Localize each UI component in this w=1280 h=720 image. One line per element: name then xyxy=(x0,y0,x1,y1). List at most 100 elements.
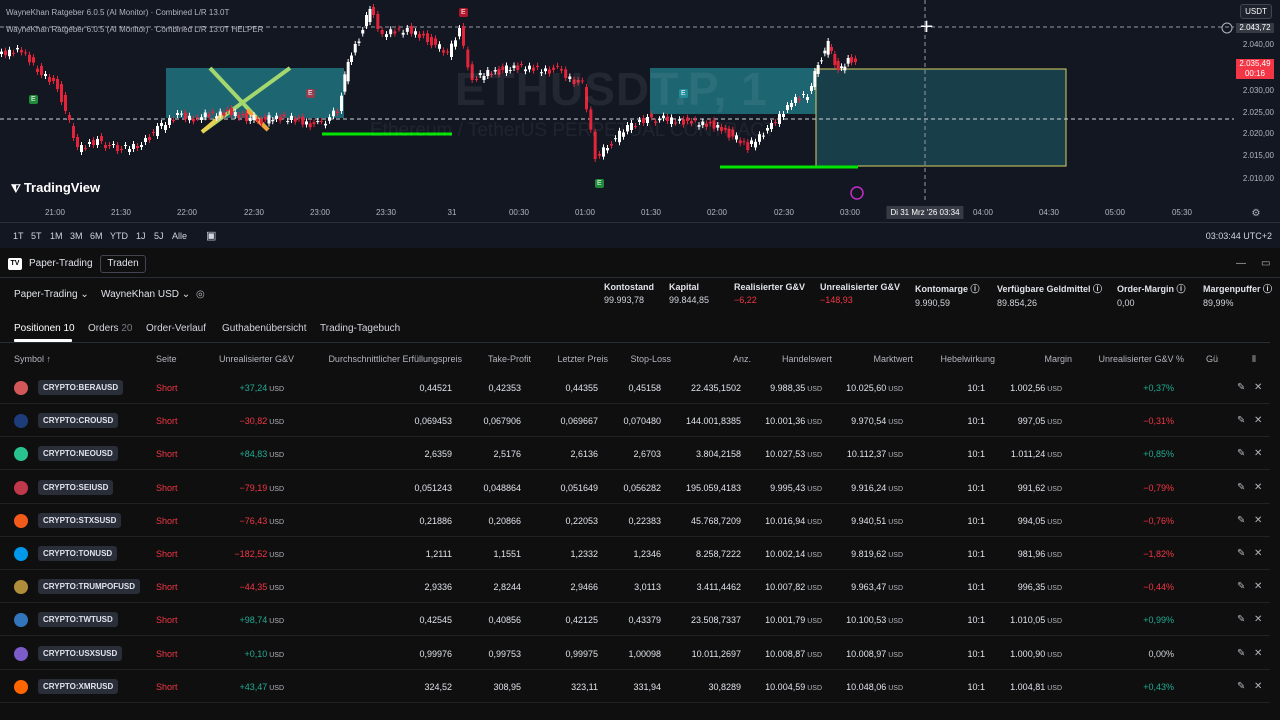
tab-orders[interactable]: Orders 20 xyxy=(88,323,132,334)
column-header[interactable]: Margin xyxy=(1044,354,1072,364)
indicator-legend-2[interactable]: WayneKhan Ratgeber 6.0.5 (AI Monitor) · … xyxy=(6,25,263,34)
range-1d-button[interactable]: 1T xyxy=(13,231,24,241)
symbol-badge[interactable]: CRYPTO:NEOUSD xyxy=(38,446,118,462)
trade-value: 10.008,87 USD xyxy=(765,649,822,659)
price-axis[interactable]: USDT 2.043,72 2.040,00 2.035,49 00:16 2.… xyxy=(1234,0,1280,222)
candle xyxy=(690,121,693,124)
edit-position-icon[interactable]: ✎ xyxy=(1237,382,1246,393)
column-header[interactable]: Unrealisierter G&V % xyxy=(1098,354,1184,364)
last-price: 1,2332 xyxy=(570,549,598,559)
close-position-icon[interactable]: ✕ xyxy=(1254,514,1263,526)
close-position-icon[interactable]: ✕ xyxy=(1254,647,1263,659)
edit-position-icon[interactable]: ✎ xyxy=(1237,415,1246,427)
range-1m-button[interactable]: 1M xyxy=(50,231,63,241)
symbol-badge[interactable]: CRYPTO:USXSUSD xyxy=(38,645,123,661)
column-header[interactable]: Stop-Loss xyxy=(630,354,671,364)
close-position-icon[interactable]: ✕ xyxy=(1254,581,1263,593)
table-row[interactable]: CRYPTO:XMRUSD Short +43,47 USD 324,52 308,95 3… xyxy=(0,670,1270,703)
range-6m-button[interactable]: 6M xyxy=(90,231,103,241)
currency-unit: USD xyxy=(269,585,284,593)
edit-position-icon[interactable]: ✎ xyxy=(1237,548,1246,559)
range-5y-button[interactable]: 5J xyxy=(154,231,164,241)
symbol-badge[interactable]: CRYPTO:TWTUSD xyxy=(38,612,118,628)
range-ytd-button[interactable]: YTD xyxy=(110,231,128,241)
edit-position-icon[interactable]: ✎ xyxy=(1237,514,1246,526)
candlestick-chart[interactable]: + xyxy=(0,0,1234,202)
tab-trading-journal[interactable]: Trading-Tagebuch xyxy=(320,323,401,334)
symbol-badge[interactable]: CRYPTO:TONUSD xyxy=(38,546,118,561)
date-range-calendar-icon[interactable]: ▣ xyxy=(206,230,217,242)
trade-value: 10.007,82 USD xyxy=(765,582,822,592)
column-header[interactable]: Take-Profit xyxy=(487,354,531,364)
chart-clock[interactable]: 03:03:44 UTC+2 xyxy=(1205,231,1272,241)
close-position-icon[interactable]: ✕ xyxy=(1254,448,1263,460)
symbol-badge[interactable]: CRYPTO:SEIUSD xyxy=(38,479,114,495)
table-row[interactable]: CRYPTO:CROUSD Short −30,82 USD 0,069453 0,067… xyxy=(0,404,1270,438)
table-row[interactable]: CRYPTO:SEIUSD Short −79,19 USD 0,051243 0,048… xyxy=(0,471,1270,504)
table-row[interactable]: CRYPTO:TONUSD Short −182,52 USD 1,2111 1,1551… xyxy=(0,537,1270,570)
edit-position-icon[interactable]: ✎ xyxy=(1237,581,1246,593)
candle xyxy=(548,69,551,74)
table-row[interactable]: CRYPTO:STXSUSD Short −76,43 USD 0,21886 0,208… xyxy=(0,504,1270,537)
edit-position-icon[interactable]: ✎ xyxy=(1237,647,1246,659)
column-header[interactable]: Anz. xyxy=(732,354,751,364)
close-position-icon[interactable]: ✕ xyxy=(1254,548,1263,559)
table-row[interactable]: CRYPTO:BERAUSD Short +37,24 USD 0,44521 0,423… xyxy=(0,371,1270,404)
column-header[interactable]: Hebelwirkung xyxy=(940,354,995,364)
chart-settings-icon[interactable]: ⚙ xyxy=(1251,208,1261,219)
user-account-selector[interactable]: WayneKhan USD ⌄ xyxy=(101,289,191,300)
range-3m-button[interactable]: 3M xyxy=(70,231,83,241)
candle xyxy=(76,137,79,147)
trade-value-value: 10.002,14 xyxy=(765,549,806,559)
table-row[interactable]: CRYPTO:TRUMPOFUSD Short −44,35 USD 2,9336 2,8… xyxy=(0,570,1270,604)
column-header[interactable]: Handelswert xyxy=(781,354,832,364)
column-header[interactable]: Letzter Preis xyxy=(557,354,608,364)
column-header[interactable]: Seite xyxy=(156,354,177,364)
close-position-icon[interactable]: ✕ xyxy=(1254,481,1263,493)
edit-position-icon[interactable]: ✎ xyxy=(1237,614,1246,626)
column-header[interactable]: Gü xyxy=(1206,354,1219,364)
candle xyxy=(758,134,761,142)
range-all-button[interactable]: Alle xyxy=(172,231,188,241)
symbol-badge[interactable]: CRYPTO:TRUMPOFUSD xyxy=(38,579,140,595)
close-position-icon[interactable]: ✕ xyxy=(1254,382,1263,393)
symbol-badge[interactable]: CRYPTO:CROUSD xyxy=(38,413,119,429)
edit-position-icon[interactable]: ✎ xyxy=(1237,481,1246,493)
column-header[interactable]: Marktwert xyxy=(873,354,913,364)
column-header[interactable]: Durchschnittlicher Erfüllungspreis xyxy=(328,354,462,364)
maximize-icon[interactable]: ▭ xyxy=(1261,258,1271,269)
table-row[interactable]: CRYPTO:USXSUSD Short +0,10 USD 0,99976 0,9975… xyxy=(0,637,1270,670)
price-chart[interactable]: + ETHUSDT.P, 1 Ethereum / TetherUS PERPE… xyxy=(0,0,1280,222)
trade-button[interactable]: Traden xyxy=(100,255,146,273)
minimize-icon[interactable]: — xyxy=(1236,258,1246,269)
tab-positions[interactable]: Positionen 10 xyxy=(14,323,75,334)
account-settings-icon[interactable]: ◎ xyxy=(196,289,205,300)
leverage: 10:1 xyxy=(967,383,985,393)
symbol-badge[interactable]: CRYPTO:STXSUSD xyxy=(38,512,122,528)
symbol-badge[interactable]: CRYPTO:BERAUSD xyxy=(38,380,124,395)
indicator-text: WayneKhan Ratgeber 6.0.5 (AI Monitor) · … xyxy=(6,25,264,34)
indicator-legend-1[interactable]: WayneKhan Ratgeber 6.0.5 (AI Monitor) · … xyxy=(6,8,229,17)
edit-position-icon[interactable]: ✎ xyxy=(1237,448,1246,460)
candle xyxy=(380,30,384,34)
edit-position-icon[interactable]: ✎ xyxy=(1237,680,1246,692)
currency-button[interactable]: USDT xyxy=(1240,4,1272,19)
range-1y-button[interactable]: 1J xyxy=(136,231,146,241)
tab-order-history[interactable]: Order-Verlauf xyxy=(146,323,207,334)
candle xyxy=(64,95,67,111)
trade-value: 10.016,94 USD xyxy=(765,516,822,526)
column-header[interactable]: Symbol ↑ xyxy=(14,354,52,364)
time-axis[interactable]: 21:00 21:30 22:00 22:30 23:00 23:30 31 0… xyxy=(0,202,1280,222)
currency-unit: USD xyxy=(807,452,822,460)
tab-balance-overview[interactable]: Guthabenübersicht xyxy=(222,323,307,334)
account-selector[interactable]: Paper-Trading ⌄ xyxy=(14,289,89,300)
column-header[interactable]: Unrealisierter G&V xyxy=(218,354,294,364)
column-settings-icon[interactable]: ⦀ xyxy=(1252,354,1256,364)
close-position-icon[interactable]: ✕ xyxy=(1254,680,1263,692)
close-position-icon[interactable]: ✕ xyxy=(1254,614,1263,626)
table-row[interactable]: CRYPTO:TWTUSD Short +98,74 USD 0,42545 0,4085… xyxy=(0,603,1270,637)
close-position-icon[interactable]: ✕ xyxy=(1254,415,1263,427)
symbol-badge[interactable]: CRYPTO:XMRUSD xyxy=(38,678,119,694)
range-5d-button[interactable]: 5T xyxy=(31,231,42,241)
table-row[interactable]: CRYPTO:NEOUSD Short +84,83 USD 2,6359 2,5176 2… xyxy=(0,437,1270,471)
